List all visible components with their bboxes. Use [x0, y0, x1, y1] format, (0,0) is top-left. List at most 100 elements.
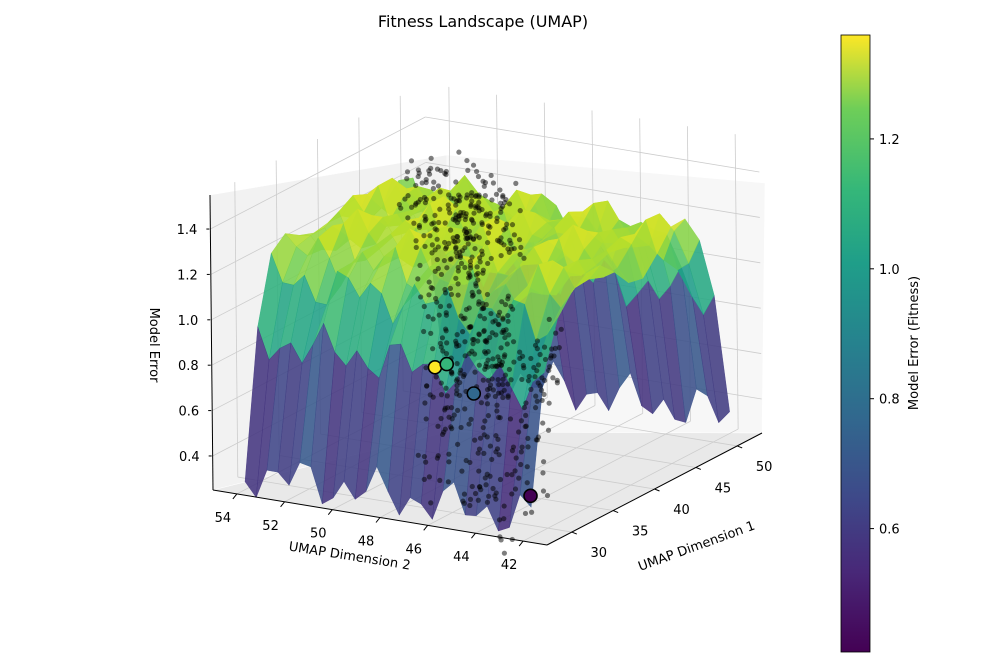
scatter-point [525, 444, 531, 450]
scatter-point [476, 332, 482, 338]
scatter-point [484, 291, 491, 298]
scatter-point [545, 427, 552, 433]
scatter-point [446, 451, 452, 457]
scatter-point [446, 303, 452, 309]
scatter-point [476, 301, 482, 307]
y-tick-mark [232, 493, 238, 500]
scatter-point [454, 376, 460, 382]
scatter-point [432, 268, 438, 274]
scatter-point [524, 464, 530, 470]
scatter-point [454, 234, 461, 240]
scatter-point [513, 180, 519, 186]
scatter-point [493, 490, 499, 496]
scatter-point [495, 436, 501, 442]
scatter-point [445, 479, 451, 485]
scatter-point [507, 237, 513, 243]
scatter-point [438, 271, 445, 278]
scatter-point [482, 193, 488, 199]
scatter-point [442, 246, 449, 252]
scatter-point [481, 432, 487, 438]
scatter-point [494, 218, 500, 225]
scatter-point [477, 435, 484, 441]
scatter-point [489, 456, 495, 463]
scatter-point [506, 201, 513, 207]
scatter-point [458, 424, 464, 431]
scatter-point [422, 400, 428, 406]
scatter-point [443, 351, 450, 357]
scatter-point [423, 416, 429, 422]
scatter-point [517, 355, 523, 361]
scatter-point [467, 502, 473, 509]
scatter-point [454, 387, 460, 393]
y-tick-label: 52 [262, 519, 279, 534]
scatter-point [475, 277, 481, 283]
scatter-point [525, 435, 531, 442]
colorbar-tick-label: 0.8 [879, 393, 900, 408]
scatter-point [436, 219, 442, 226]
scatter-point [494, 408, 500, 414]
scatter-point [467, 272, 473, 278]
y-tick-label: 48 [358, 535, 375, 550]
scatter-point [443, 328, 449, 334]
y-tick-mark [471, 532, 476, 539]
scatter-point [438, 415, 444, 422]
y-tick-mark [327, 509, 333, 515]
grid-z-back [210, 116, 426, 230]
scatter-point [498, 205, 504, 211]
scatter-point [411, 220, 417, 226]
scatter-point [455, 264, 461, 270]
scatter-point [446, 459, 452, 465]
scatter-point [558, 326, 564, 332]
scatter-point [485, 260, 491, 267]
scatter-point [431, 195, 437, 202]
scatter-point [409, 204, 415, 210]
scatter-point [441, 257, 447, 264]
scatter-point [476, 468, 482, 474]
z-tick-label: 0.6 [179, 405, 200, 420]
scatter-point [480, 301, 486, 307]
scatter-point [498, 390, 505, 396]
scatter-point [475, 450, 481, 456]
scatter-point [544, 492, 551, 499]
scatter-point [465, 167, 471, 173]
scatter-point [448, 424, 454, 430]
scatter-point [502, 199, 508, 206]
scatter-point [490, 319, 496, 325]
scatter-point [443, 171, 449, 178]
scatter-point [437, 206, 443, 212]
scatter-point [492, 393, 498, 400]
scatter-point [523, 400, 529, 406]
scatter-point [476, 289, 482, 295]
scatter-point [469, 483, 475, 490]
scatter-point [436, 312, 442, 318]
x-tick-label: 35 [632, 525, 649, 540]
highlighted-point [523, 488, 538, 504]
scatter-point [473, 168, 480, 175]
scatter-point [499, 329, 505, 336]
scatter-point [475, 338, 481, 344]
scatter-point [509, 222, 516, 228]
scatter-point [512, 486, 519, 492]
scatter-point [416, 224, 423, 230]
scatter-point [466, 421, 472, 427]
scatter-point [504, 221, 510, 227]
scatter-point [538, 387, 545, 393]
scatter-point [480, 267, 486, 273]
surface-facet [519, 372, 545, 508]
scatter-point [496, 361, 502, 367]
scatter-point [518, 418, 525, 424]
scatter-point [432, 247, 438, 253]
scatter-point [432, 212, 438, 219]
scatter-point [487, 443, 493, 449]
scatter-point [506, 332, 512, 338]
highlighted-point [427, 359, 443, 375]
scatter-point [497, 476, 504, 483]
scatter-point [496, 381, 502, 388]
scatter-point [405, 215, 411, 221]
scatter-point [455, 292, 461, 298]
scatter-point [549, 346, 555, 352]
scatter-point [455, 407, 461, 413]
scatter-point [456, 192, 462, 198]
scatter-point [451, 238, 457, 244]
scatter-point [462, 406, 468, 412]
